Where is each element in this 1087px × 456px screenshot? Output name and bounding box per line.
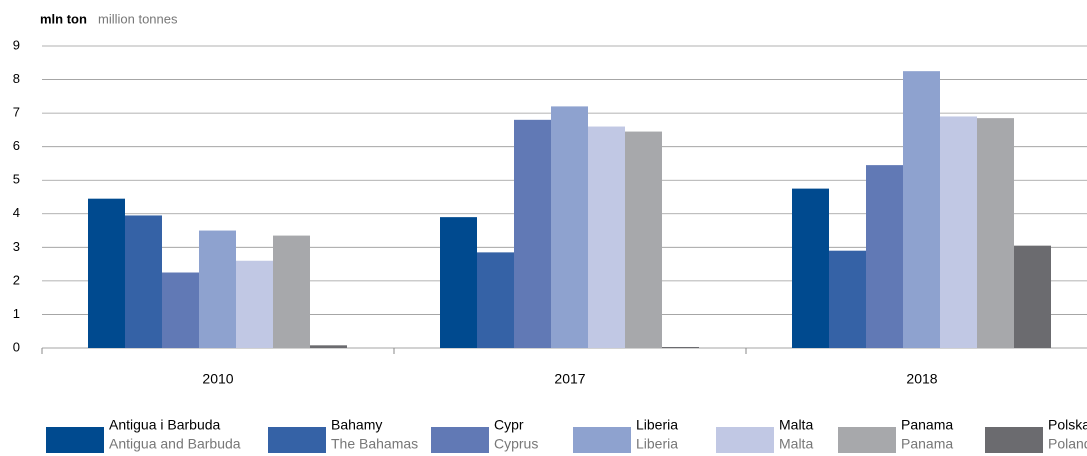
y-tick-label: 6: [13, 138, 20, 153]
y-axis-label: mln ton: [40, 11, 87, 26]
y-tick-label: 5: [13, 172, 20, 187]
bar: [514, 119, 551, 348]
y-tick-label: 2: [13, 272, 20, 287]
bar: [88, 198, 125, 348]
legend-label-en: Panama: [901, 436, 953, 452]
bar: [866, 165, 903, 348]
y-axis-label-en: million tonnes: [98, 11, 178, 26]
bar: [662, 346, 699, 348]
y-tick-label: 1: [13, 306, 20, 321]
bar: [940, 116, 977, 348]
bar: [310, 345, 347, 348]
legend-label-en: Cyprus: [494, 436, 538, 452]
legend-label-en: The Bahamas: [331, 436, 418, 452]
bar: [477, 252, 514, 348]
bar: [199, 230, 236, 348]
legend-swatch: [431, 427, 489, 453]
legend-swatch: [46, 427, 104, 453]
legend-label: Cypr: [494, 417, 524, 433]
bar: [125, 215, 162, 348]
legend-swatch: [268, 427, 326, 453]
y-tick-label: 9: [13, 37, 20, 52]
legend-label-en: Antigua and Barbuda: [109, 436, 241, 452]
legend-label-en: Malta: [779, 436, 813, 452]
legend-label: Malta: [779, 417, 813, 433]
legend-label: Panama: [901, 417, 953, 433]
legend-swatch: [838, 427, 896, 453]
legend-swatch: [716, 427, 774, 453]
bar: [625, 131, 662, 348]
y-tick-label: 4: [13, 205, 20, 220]
bar: [829, 250, 866, 348]
x-tick-label: 2010: [202, 371, 233, 387]
legend-label: Antigua i Barbuda: [109, 417, 221, 433]
bar: [792, 188, 829, 348]
y-tick-label: 7: [13, 105, 20, 120]
bar: [903, 71, 940, 349]
legend-label: Liberia: [636, 417, 678, 433]
legend-swatch: [573, 427, 631, 453]
legend-label: Polska: [1048, 417, 1087, 433]
legend-label-en: Poland: [1048, 436, 1087, 452]
x-tick-label: 2017: [554, 371, 585, 387]
x-tick-label: 2018: [906, 371, 937, 387]
legend-label: Bahamy: [331, 417, 382, 433]
y-tick-label: 8: [13, 71, 20, 86]
y-tick-label: 3: [13, 239, 20, 254]
legend-swatch: [985, 427, 1043, 453]
y-tick-label: 0: [13, 339, 20, 354]
bar: [236, 260, 273, 348]
bar: [1014, 245, 1051, 348]
bar: [588, 126, 625, 349]
bar: [551, 106, 588, 349]
bar: [162, 272, 199, 348]
bar: [977, 118, 1014, 349]
bar: [273, 235, 310, 348]
bar: [440, 217, 477, 348]
legend-label-en: Liberia: [636, 436, 678, 452]
